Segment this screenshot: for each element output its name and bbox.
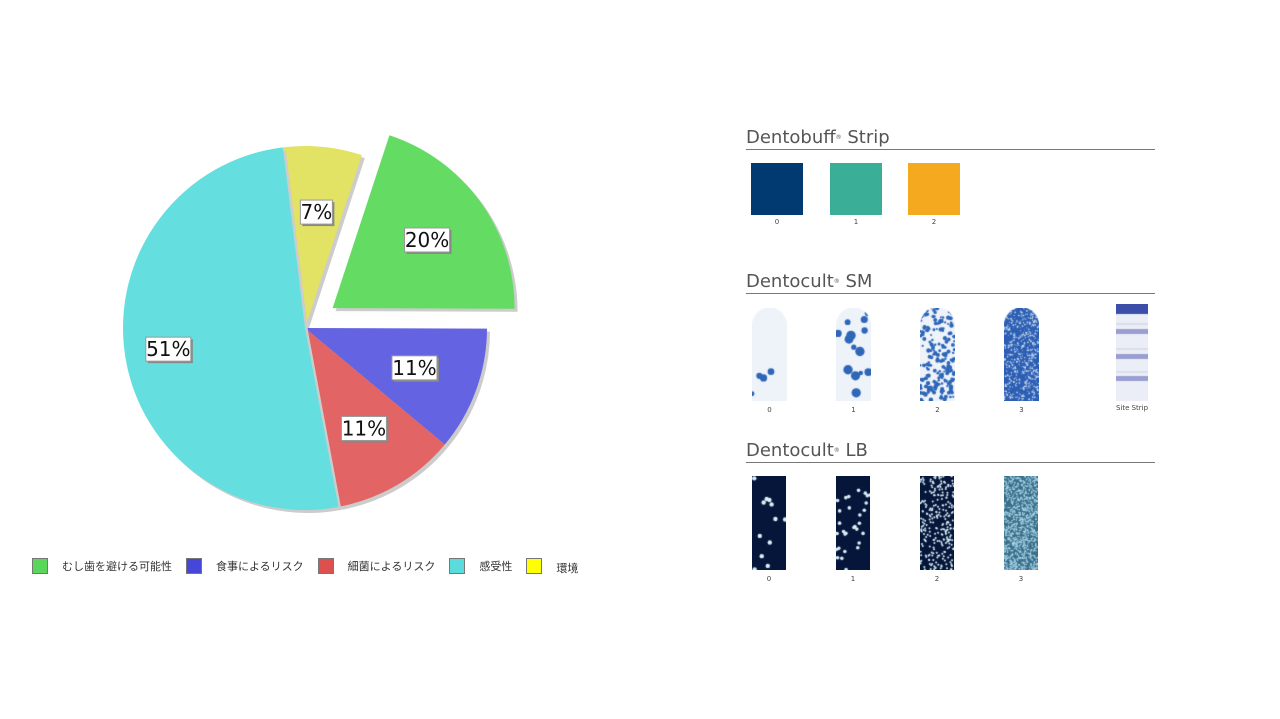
legend-swatch — [32, 558, 48, 574]
pie-data-label: 7% — [299, 199, 335, 227]
dentobuff-section: Dentobuff® Strip — [746, 128, 1155, 150]
section-title: Dentobuff® Strip — [746, 127, 890, 148]
lb-strip-3: 3 — [1004, 476, 1038, 583]
section-title: Dentocult® SM — [746, 271, 873, 292]
dentocult-sm-section: Dentocult® SM — [746, 272, 1155, 294]
legend-label: 細菌によるリスク — [347, 560, 436, 573]
sm-strip-0: 0 — [752, 308, 787, 414]
pie-slice — [332, 135, 515, 309]
pie-slice — [122, 147, 339, 511]
svg-text:11%: 11% — [342, 416, 386, 440]
divider — [746, 462, 1155, 463]
section-title: Dentocult® LB — [746, 440, 868, 461]
legend-swatch — [186, 558, 202, 574]
divider — [746, 293, 1155, 294]
legend-label: むし歯を避ける可能性 — [62, 560, 172, 573]
legend-item: 食事によるリスク — [186, 558, 304, 574]
sm-strip-3: 3 — [1004, 308, 1039, 414]
lb-strip-2: 2 — [920, 476, 954, 583]
pie-data-label: 11% — [391, 355, 439, 382]
legend-swatch — [449, 558, 466, 574]
pie-slice — [305, 328, 487, 445]
pie-data-label: 51% — [145, 336, 193, 364]
dentobuff-swatch-1: 1 — [830, 163, 882, 226]
svg-text:20%: 20% — [405, 228, 449, 252]
lb-strip-1: 1 — [836, 476, 870, 583]
divider — [746, 149, 1155, 150]
legend-item: 細菌によるリスク — [317, 558, 436, 574]
legend-item: 環境 — [526, 556, 578, 576]
pie-data-label: 11% — [340, 415, 389, 443]
svg-text:51%: 51% — [146, 337, 190, 361]
legend-swatch — [526, 558, 543, 574]
dentobuff-swatch-0: 0 — [751, 163, 803, 226]
legend-swatch — [317, 558, 334, 574]
pie-chart: 7% 20% 11% 11% 51% — [122, 135, 518, 513]
dentocult-lb-section: Dentocult® LB — [746, 441, 1155, 463]
legend-item: 感受性 — [449, 558, 512, 574]
svg-text:11%: 11% — [392, 356, 436, 380]
sm-strip-1: 1 — [836, 308, 871, 414]
pie-slice — [282, 146, 362, 328]
legend-label: 食事によるリスク — [216, 560, 304, 573]
sm-strip-2: 2 — [920, 308, 955, 414]
legend-item: むし歯を避ける可能性 — [32, 558, 172, 574]
chart-legend: むし歯を避ける可能性 食事によるリスク 細菌によるリスク 感受性 環境 — [32, 556, 592, 576]
pie-data-label: 20% — [404, 227, 452, 254]
lb-strip-0: 0 — [752, 476, 786, 583]
legend-label: 感受性 — [479, 560, 513, 573]
legend-label: 環境 — [556, 562, 579, 575]
svg-text:7%: 7% — [300, 200, 332, 224]
sm-site-strip: Site Strip — [1112, 304, 1152, 412]
dentobuff-swatch-2: 2 — [908, 163, 960, 226]
